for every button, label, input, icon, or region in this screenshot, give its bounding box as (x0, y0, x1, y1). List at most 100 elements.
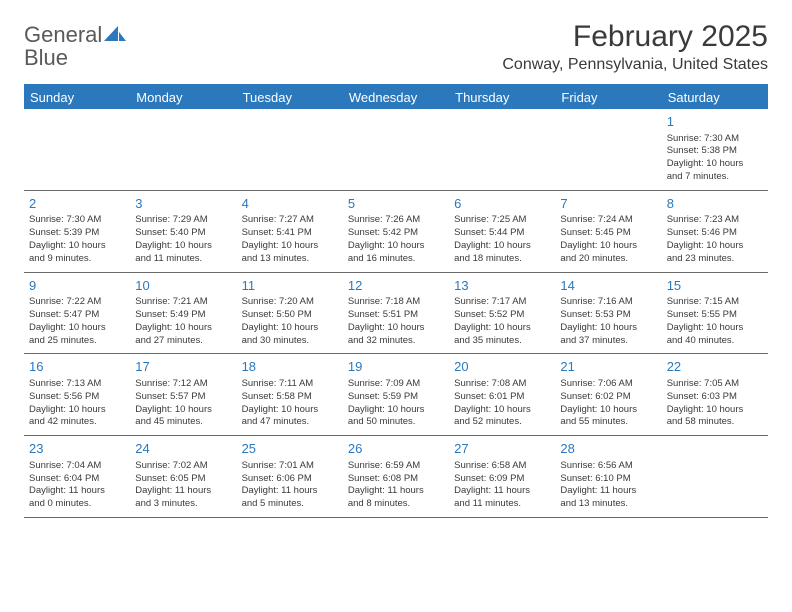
day-cell: 13Sunrise: 7:17 AMSunset: 5:52 PMDayligh… (449, 273, 555, 354)
day-header: Wednesday (343, 86, 449, 109)
day-cell: 24Sunrise: 7:02 AMSunset: 6:05 PMDayligh… (130, 436, 236, 517)
day-header: Sunday (24, 86, 130, 109)
sunset-text: Sunset: 5:41 PM (242, 227, 338, 240)
day-cell: 15Sunrise: 7:15 AMSunset: 5:55 PMDayligh… (662, 273, 768, 354)
day1-text: Daylight: 10 hours (454, 404, 550, 417)
sunrise-text: Sunrise: 7:29 AM (135, 214, 231, 227)
day-cell: 5Sunrise: 7:26 AMSunset: 5:42 PMDaylight… (343, 191, 449, 272)
sunset-text: Sunset: 5:55 PM (667, 309, 763, 322)
day1-text: Daylight: 10 hours (560, 240, 656, 253)
day-cell: 21Sunrise: 7:06 AMSunset: 6:02 PMDayligh… (555, 354, 661, 435)
sunset-text: Sunset: 5:59 PM (348, 391, 444, 404)
sunrise-text: Sunrise: 7:12 AM (135, 378, 231, 391)
day1-text: Daylight: 11 hours (348, 485, 444, 498)
empty-cell (449, 109, 555, 190)
day2-text: and 32 minutes. (348, 335, 444, 348)
sunrise-text: Sunrise: 7:25 AM (454, 214, 550, 227)
sunset-text: Sunset: 5:45 PM (560, 227, 656, 240)
sunrise-text: Sunrise: 7:16 AM (560, 296, 656, 309)
day-cell: 16Sunrise: 7:13 AMSunset: 5:56 PMDayligh… (24, 354, 130, 435)
calendar: SundayMondayTuesdayWednesdayThursdayFrid… (24, 84, 768, 518)
day-number: 21 (560, 358, 656, 376)
day-cell: 9Sunrise: 7:22 AMSunset: 5:47 PMDaylight… (24, 273, 130, 354)
day-cell: 20Sunrise: 7:08 AMSunset: 6:01 PMDayligh… (449, 354, 555, 435)
day2-text: and 37 minutes. (560, 335, 656, 348)
day-header: Tuesday (237, 86, 343, 109)
day2-text: and 42 minutes. (29, 416, 125, 429)
week-row: 2Sunrise: 7:30 AMSunset: 5:39 PMDaylight… (24, 191, 768, 273)
day1-text: Daylight: 11 hours (242, 485, 338, 498)
day1-text: Daylight: 10 hours (348, 240, 444, 253)
day-number: 8 (667, 195, 763, 213)
day-header: Monday (130, 86, 236, 109)
day-number: 1 (667, 113, 763, 131)
day1-text: Daylight: 10 hours (454, 240, 550, 253)
day-header: Thursday (449, 86, 555, 109)
day2-text: and 40 minutes. (667, 335, 763, 348)
sunrise-text: Sunrise: 7:04 AM (29, 460, 125, 473)
day-cell: 26Sunrise: 6:59 AMSunset: 6:08 PMDayligh… (343, 436, 449, 517)
day1-text: Daylight: 11 hours (29, 485, 125, 498)
day1-text: Daylight: 10 hours (135, 404, 231, 417)
day1-text: Daylight: 10 hours (242, 240, 338, 253)
sunrise-text: Sunrise: 7:30 AM (667, 133, 763, 146)
logo-text: General Blue (24, 24, 126, 70)
day2-text: and 18 minutes. (454, 253, 550, 266)
sunset-text: Sunset: 5:51 PM (348, 309, 444, 322)
day1-text: Daylight: 10 hours (135, 240, 231, 253)
sunset-text: Sunset: 6:05 PM (135, 473, 231, 486)
day2-text: and 11 minutes. (454, 498, 550, 511)
day-number: 5 (348, 195, 444, 213)
day2-text: and 25 minutes. (29, 335, 125, 348)
sunrise-text: Sunrise: 7:27 AM (242, 214, 338, 227)
sunrise-text: Sunrise: 7:26 AM (348, 214, 444, 227)
day-number: 11 (242, 277, 338, 295)
day1-text: Daylight: 10 hours (348, 322, 444, 335)
sunset-text: Sunset: 6:04 PM (29, 473, 125, 486)
header: General Blue February 2025 Conway, Penns… (24, 20, 768, 74)
day-cell: 28Sunrise: 6:56 AMSunset: 6:10 PMDayligh… (555, 436, 661, 517)
day1-text: Daylight: 11 hours (560, 485, 656, 498)
sunset-text: Sunset: 5:58 PM (242, 391, 338, 404)
day2-text: and 52 minutes. (454, 416, 550, 429)
day-cell: 7Sunrise: 7:24 AMSunset: 5:45 PMDaylight… (555, 191, 661, 272)
day1-text: Daylight: 10 hours (348, 404, 444, 417)
sunrise-text: Sunrise: 7:23 AM (667, 214, 763, 227)
week-row: 23Sunrise: 7:04 AMSunset: 6:04 PMDayligh… (24, 436, 768, 518)
day-cell: 19Sunrise: 7:09 AMSunset: 5:59 PMDayligh… (343, 354, 449, 435)
sunrise-text: Sunrise: 7:02 AM (135, 460, 231, 473)
sunset-text: Sunset: 5:46 PM (667, 227, 763, 240)
day1-text: Daylight: 10 hours (242, 404, 338, 417)
sail-icon (104, 24, 126, 47)
day2-text: and 8 minutes. (348, 498, 444, 511)
sunrise-text: Sunrise: 7:17 AM (454, 296, 550, 309)
day2-text: and 50 minutes. (348, 416, 444, 429)
sunrise-text: Sunrise: 7:11 AM (242, 378, 338, 391)
weeks-container: 1Sunrise: 7:30 AMSunset: 5:38 PMDaylight… (24, 109, 768, 518)
sunrise-text: Sunrise: 7:08 AM (454, 378, 550, 391)
week-row: 9Sunrise: 7:22 AMSunset: 5:47 PMDaylight… (24, 273, 768, 355)
day-number: 23 (29, 440, 125, 458)
sunrise-text: Sunrise: 7:22 AM (29, 296, 125, 309)
day-number: 28 (560, 440, 656, 458)
day-number: 15 (667, 277, 763, 295)
sunset-text: Sunset: 5:38 PM (667, 145, 763, 158)
day-number: 25 (242, 440, 338, 458)
sunset-text: Sunset: 6:03 PM (667, 391, 763, 404)
day-cell: 17Sunrise: 7:12 AMSunset: 5:57 PMDayligh… (130, 354, 236, 435)
day2-text: and 9 minutes. (29, 253, 125, 266)
empty-cell (555, 109, 661, 190)
sunset-text: Sunset: 5:44 PM (454, 227, 550, 240)
day2-text: and 13 minutes. (560, 498, 656, 511)
day2-text: and 11 minutes. (135, 253, 231, 266)
page-title: February 2025 (502, 20, 768, 54)
day2-text: and 5 minutes. (242, 498, 338, 511)
sunset-text: Sunset: 5:39 PM (29, 227, 125, 240)
day1-text: Daylight: 10 hours (29, 240, 125, 253)
empty-cell (237, 109, 343, 190)
day-cell: 6Sunrise: 7:25 AMSunset: 5:44 PMDaylight… (449, 191, 555, 272)
day-number: 9 (29, 277, 125, 295)
day-number: 4 (242, 195, 338, 213)
day-cell: 18Sunrise: 7:11 AMSunset: 5:58 PMDayligh… (237, 354, 343, 435)
sunrise-text: Sunrise: 7:30 AM (29, 214, 125, 227)
